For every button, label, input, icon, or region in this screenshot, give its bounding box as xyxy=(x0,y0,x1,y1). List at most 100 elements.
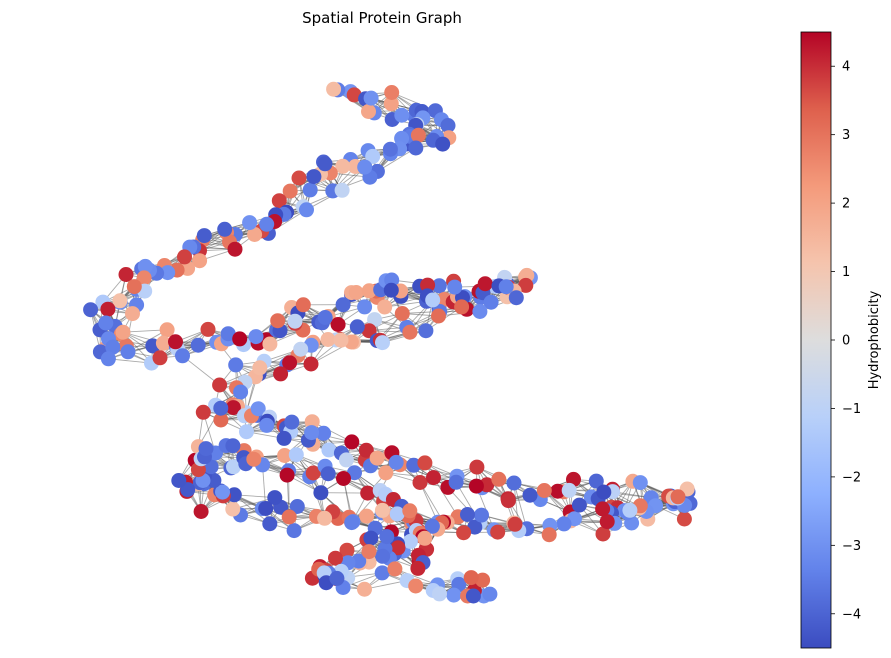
graph-node xyxy=(406,457,422,473)
graph-node xyxy=(330,317,346,332)
graph-node xyxy=(676,511,692,527)
graph-node xyxy=(374,565,390,581)
graph-node xyxy=(418,323,434,339)
graph-node xyxy=(507,516,523,532)
graph-node xyxy=(483,294,499,310)
colorbar: 4 3 2 1 0 −1 −2 −3 −4 Hydrophobicity xyxy=(800,31,882,649)
graph-node xyxy=(321,442,337,458)
graph-node xyxy=(365,148,381,164)
colorbar-tick-label: −1 xyxy=(842,402,861,417)
graph-node xyxy=(252,360,268,376)
graph-node xyxy=(226,487,242,503)
graph-edge xyxy=(234,494,271,525)
graph-node xyxy=(474,507,489,523)
graph-node xyxy=(276,430,292,446)
graph-node xyxy=(363,530,379,546)
graph-node xyxy=(258,501,274,516)
chart-title: Spatial Protein Graph xyxy=(302,9,462,27)
graph-node xyxy=(193,504,209,519)
graph-node xyxy=(561,482,577,498)
graph-node xyxy=(242,215,258,231)
graph-node xyxy=(259,417,275,433)
graph-node xyxy=(357,581,372,597)
graph-node xyxy=(412,475,428,490)
graph-node xyxy=(349,319,365,335)
graph-node xyxy=(536,483,552,498)
colorbar-tick-label: 0 xyxy=(842,334,850,349)
graph-node xyxy=(424,518,440,534)
graph-node xyxy=(410,127,426,143)
graph-node xyxy=(463,570,479,586)
graph-node xyxy=(347,465,362,481)
graph-node xyxy=(388,454,404,470)
graph-node xyxy=(394,107,410,123)
graph-node xyxy=(246,451,262,467)
graph-node xyxy=(378,465,394,481)
graph-node xyxy=(303,356,319,372)
colorbar-gradient xyxy=(800,31,832,649)
graph-node xyxy=(288,447,304,463)
graph-node xyxy=(198,441,214,457)
graph-node xyxy=(248,329,264,345)
graph-node xyxy=(271,193,287,209)
graph-node xyxy=(115,324,131,340)
graph-node xyxy=(382,141,398,157)
graph-node xyxy=(171,473,187,488)
graph-node xyxy=(226,459,241,475)
graph-node xyxy=(215,484,230,500)
graph-node xyxy=(316,425,332,441)
graph-node xyxy=(291,170,307,186)
colorbar-tick-label: −4 xyxy=(842,607,861,622)
graph-node xyxy=(346,87,362,103)
graph-node xyxy=(402,533,418,549)
graph-node xyxy=(155,335,171,351)
graph-node xyxy=(348,285,364,300)
colorbar-tick-label: 2 xyxy=(842,197,850,212)
graph-node xyxy=(247,227,263,242)
graph-node xyxy=(305,465,321,481)
graph-node xyxy=(431,308,446,324)
graph-node xyxy=(277,448,293,463)
colorbar-ticks: 4 3 2 1 0 −1 −2 −3 −4 xyxy=(831,60,861,622)
graph-node xyxy=(112,293,128,309)
graph-node xyxy=(361,104,376,119)
graph-node xyxy=(431,278,447,294)
graph-node xyxy=(213,412,229,428)
graph-node xyxy=(670,489,686,505)
graph-node xyxy=(83,302,99,318)
graph-node xyxy=(420,277,436,293)
graph-node xyxy=(225,438,241,454)
graph-node xyxy=(408,140,424,156)
graph-node xyxy=(410,560,426,576)
graph-node xyxy=(333,332,349,348)
graph-node xyxy=(469,459,485,475)
graph-node xyxy=(506,475,522,491)
graph-node xyxy=(375,548,391,564)
graph-node xyxy=(389,506,405,522)
graph-node xyxy=(358,442,374,458)
graph-edge xyxy=(385,472,434,479)
graph-node xyxy=(335,297,351,313)
graph-node xyxy=(228,357,244,373)
graph-node xyxy=(383,96,399,112)
graph-node xyxy=(394,306,410,321)
graph-node xyxy=(273,366,289,382)
graph-node xyxy=(571,497,587,513)
graph-node xyxy=(335,158,351,174)
graph-node xyxy=(498,279,514,295)
graph-node xyxy=(387,561,403,577)
graph-node xyxy=(339,542,355,558)
graph-node xyxy=(367,312,383,328)
graph-node xyxy=(357,159,373,175)
graph-node xyxy=(379,529,395,545)
colorbar-tick-label: 4 xyxy=(842,60,850,75)
graph-node xyxy=(377,299,393,315)
graph-node xyxy=(270,313,286,329)
graph-edge xyxy=(513,482,528,529)
graph-node xyxy=(408,578,424,594)
graph-node xyxy=(361,323,377,339)
graph-node xyxy=(299,202,314,218)
graph-node xyxy=(196,228,212,244)
graph-node xyxy=(136,270,152,286)
